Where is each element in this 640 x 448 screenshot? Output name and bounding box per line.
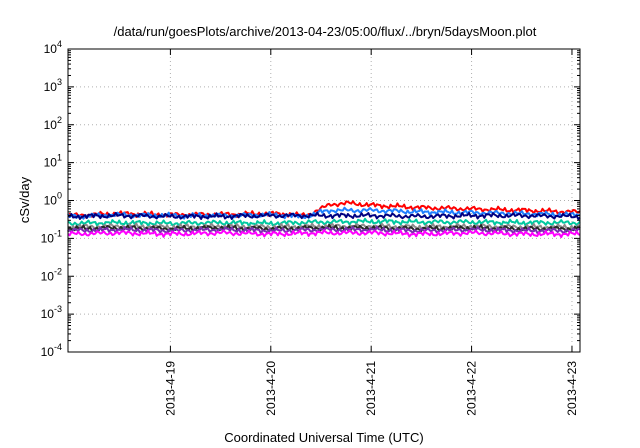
x-axis-ticks: 2013-4-19 2013-4-20 2013-4-21 2013-4-22 2013… bbox=[163, 49, 579, 416]
x-tick-label: 2013-4-23 bbox=[565, 361, 579, 416]
y-tick-label: 102 bbox=[44, 115, 62, 132]
y-tick-base: 10 bbox=[44, 80, 58, 94]
y-tick-label: 103 bbox=[44, 77, 62, 94]
y-tick-label: 100 bbox=[44, 191, 62, 208]
chart-title: /data/run/goesPlots/archive/2013-04-23/0… bbox=[114, 24, 537, 39]
y-tick-exponent: -4 bbox=[54, 342, 62, 352]
series-group bbox=[67, 200, 581, 239]
series-line bbox=[67, 206, 581, 220]
y-tick-base: 10 bbox=[41, 345, 55, 359]
series-line bbox=[67, 217, 581, 227]
x-axis-label: Coordinated Universal Time (UTC) bbox=[224, 430, 423, 445]
y-tick-exponent: 0 bbox=[57, 191, 62, 201]
y-tick-base: 10 bbox=[41, 269, 55, 283]
y-tick-label: 10-3 bbox=[41, 304, 62, 321]
y-tick-exponent: 1 bbox=[57, 153, 62, 163]
series-line bbox=[67, 229, 581, 239]
y-tick-exponent: 4 bbox=[57, 39, 62, 49]
y-tick-exponent: -1 bbox=[54, 228, 62, 238]
y-tick-exponent: 3 bbox=[57, 77, 62, 87]
x-tick-label: 2013-4-20 bbox=[264, 361, 278, 416]
y-tick-label: 10-1 bbox=[41, 228, 62, 245]
y-tick-base: 10 bbox=[44, 194, 58, 208]
series-line bbox=[67, 223, 581, 233]
y-tick-base: 10 bbox=[44, 156, 58, 170]
y-tick-base: 10 bbox=[41, 231, 55, 245]
x-tick-label: 2013-4-22 bbox=[465, 361, 479, 416]
y-tick-exponent: -3 bbox=[54, 304, 62, 314]
y-tick-base: 10 bbox=[44, 118, 58, 132]
grid-lines bbox=[68, 49, 580, 352]
y-tick-base: 10 bbox=[44, 42, 58, 56]
y-tick-label: 104 bbox=[44, 39, 62, 56]
y-tick-base: 10 bbox=[41, 307, 55, 321]
x-tick-label: 2013-4-21 bbox=[364, 361, 378, 416]
y-tick-label: 10-4 bbox=[41, 342, 62, 359]
y-tick-exponent: -2 bbox=[54, 266, 62, 276]
y-tick-label: 10-2 bbox=[41, 266, 62, 283]
y-tick-label: 101 bbox=[44, 153, 62, 170]
x-tick-label: 2013-4-19 bbox=[163, 361, 177, 416]
y-axis-label: cSv/day bbox=[17, 176, 32, 223]
series-line bbox=[67, 211, 581, 221]
y-tick-exponent: 2 bbox=[57, 115, 62, 125]
